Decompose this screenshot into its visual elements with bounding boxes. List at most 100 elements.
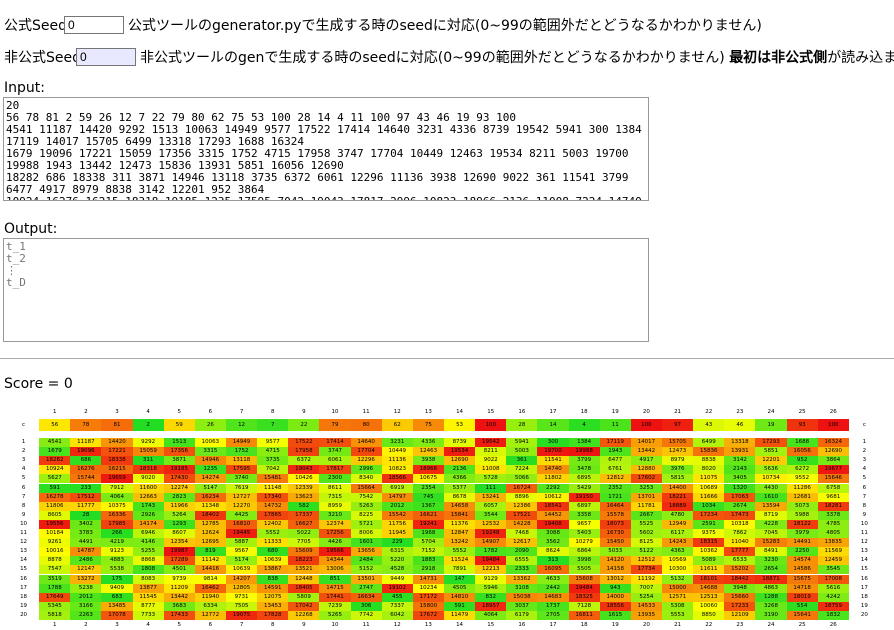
output-textarea[interactable] — [3, 238, 649, 342]
row-label: 12 — [20, 539, 28, 546]
heat-cell: 11479 — [444, 610, 476, 620]
heat-cell: 3268 — [755, 601, 787, 611]
heat-cell: 4425 — [226, 510, 258, 520]
heat-cell: 7742 — [350, 610, 382, 620]
description: 非公式ツールのgenで生成する時のseedに対応(0~99の範囲外だとどうなるか… — [140, 47, 894, 67]
heat-cell: 19987 — [163, 547, 195, 557]
input-textarea[interactable] — [3, 97, 649, 201]
heat-cell: 3864 — [817, 456, 849, 466]
heat-cell: 1610 — [755, 492, 787, 502]
heat-cell: 17865 — [257, 510, 289, 520]
heat-cell: 2354 — [412, 483, 444, 493]
row-label: 20 — [20, 611, 28, 618]
column-label: 11 — [362, 622, 370, 628]
heat-cell: 9739 — [163, 574, 195, 584]
column-label: 26 — [829, 409, 837, 415]
heat-cell: 680 — [257, 547, 289, 557]
header-cell: 28 — [506, 419, 538, 431]
heat-cell: 1615 — [599, 610, 631, 620]
heat-cell: 1721 — [599, 492, 631, 502]
heat-cell: 11376 — [444, 519, 476, 529]
heat-cell: 11966 — [163, 501, 195, 511]
heat-cell: 2823 — [163, 492, 195, 502]
heat-cell: 13012 — [599, 574, 631, 584]
column-label: 9 — [302, 409, 306, 415]
heat-cell: 1782 — [475, 547, 507, 557]
heat-cell: 17289 — [163, 556, 195, 566]
heat-cell: 943 — [599, 583, 631, 593]
heat-cell: 4780 — [662, 510, 694, 520]
column-label: 6 — [208, 409, 213, 415]
heat-cell: 14228 — [506, 519, 538, 529]
heat-cell: 229 — [381, 538, 413, 548]
heat-cell: 9261 — [39, 538, 71, 548]
heat-cell: 4491 — [70, 538, 102, 548]
heat-cell: 13442 — [163, 592, 195, 602]
heat-cell: 12772 — [194, 610, 226, 620]
column-label: 19 — [611, 409, 619, 415]
heat-cell: 14718 — [786, 583, 818, 593]
column-label: 18 — [580, 409, 588, 415]
heat-cell: 12681 — [786, 492, 818, 502]
heat-cell: 17512 — [70, 492, 102, 502]
heat-cell: 8777 — [132, 601, 164, 611]
header-cell: 80 — [350, 419, 382, 431]
description: 公式ツールのgenerator.pyで生成する時のseedに対応(0~99の範囲… — [128, 18, 762, 34]
heat-cell: 4430 — [755, 483, 787, 493]
heat-cell: 147 — [444, 574, 476, 584]
heat-cell: 6864 — [568, 547, 600, 557]
heat-cell: 13118 — [226, 456, 258, 466]
heat-cell: 5636 — [755, 465, 787, 475]
heat-cell: 12463 — [412, 447, 444, 457]
heat-cell: 5538 — [101, 565, 133, 575]
heat-cell: 4363 — [662, 547, 694, 557]
score: Score = 0 — [4, 376, 73, 392]
heat-cell: 7505 — [226, 601, 258, 611]
column-label: 10 — [331, 622, 339, 628]
heat-cell: 311 — [132, 456, 164, 466]
column-label: 15 — [487, 409, 495, 415]
column-label: 16 — [518, 622, 526, 628]
seed-input[interactable] — [64, 16, 124, 34]
heat-cell: 12512 — [630, 556, 662, 566]
heat-cell: 1384 — [568, 438, 600, 448]
heat-cell: 5022 — [288, 529, 320, 539]
heat-cell: 591 — [39, 483, 71, 493]
heat-cell: 7912 — [101, 483, 133, 493]
heat-cell: 7128 — [568, 601, 600, 611]
heat-cell: 4366 — [444, 474, 476, 484]
heat-cell: 18556 — [599, 601, 631, 611]
heat-cell: 7042 — [257, 465, 289, 475]
heat-cell: 14452 — [537, 510, 569, 520]
seed-input[interactable] — [76, 48, 136, 66]
heat-cell: 18221 — [662, 492, 694, 502]
row-label: 8 — [862, 502, 867, 509]
header-cell: 100 — [475, 419, 507, 431]
heat-cell: 19566 — [319, 547, 351, 557]
heat-cell: 15542 — [381, 510, 413, 520]
row-label: 17 — [20, 584, 28, 591]
heat-cell: 17293 — [755, 438, 787, 448]
heat-cell: 3683 — [163, 601, 195, 611]
column-label: 8 — [270, 409, 275, 415]
heat-cell: 18325 — [568, 592, 600, 602]
heat-cell: 12296 — [350, 456, 382, 466]
heat-cell: 15283 — [755, 538, 787, 548]
heat-cell: 15800 — [412, 601, 444, 611]
header-cell: 78 — [70, 419, 102, 431]
heat-cell: 4863 — [755, 583, 787, 593]
heat-cell: 13935 — [630, 610, 662, 620]
heat-cell: 3544 — [475, 510, 507, 520]
heat-cell: 19445 — [226, 529, 258, 539]
row-label: 4 — [21, 466, 26, 473]
heat-cell: 17356 — [163, 447, 195, 457]
heat-cell: 2352 — [599, 483, 631, 493]
heat-cell: 14533 — [630, 601, 662, 611]
heat-cell: 4228 — [755, 519, 787, 529]
heat-cell: 9449 — [381, 574, 413, 584]
column-label: 23 — [736, 622, 744, 628]
heat-cell: 1968 — [412, 529, 444, 539]
heat-cell: 18566 — [381, 474, 413, 484]
heat-cell: 11142 — [194, 556, 226, 566]
heat-cell: 2747 — [350, 583, 382, 593]
